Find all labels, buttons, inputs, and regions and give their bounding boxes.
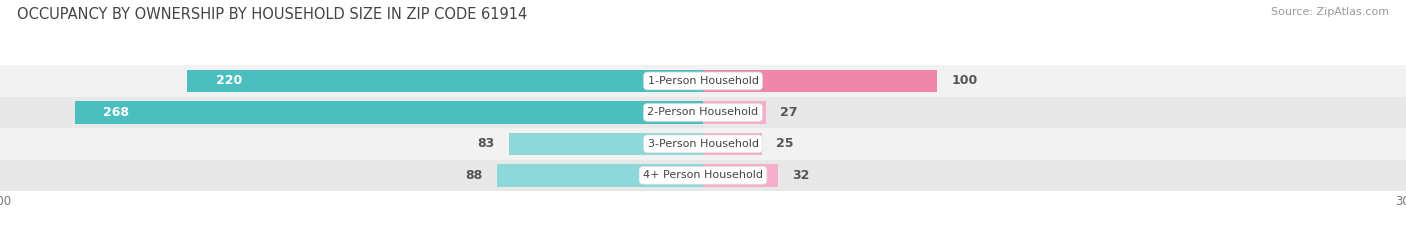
Text: 27: 27 [780,106,797,119]
Text: Source: ZipAtlas.com: Source: ZipAtlas.com [1271,7,1389,17]
Bar [509,133,703,155]
Text: 1-Person Household: 1-Person Household [648,76,758,86]
Text: 32: 32 [792,169,810,182]
Text: 100: 100 [952,75,977,87]
Text: OCCUPANCY BY OWNERSHIP BY HOUSEHOLD SIZE IN ZIP CODE 61914: OCCUPANCY BY OWNERSHIP BY HOUSEHOLD SIZE… [17,7,527,22]
Text: 4+ Person Household: 4+ Person Household [643,170,763,180]
Text: 83: 83 [477,137,495,150]
Bar [187,70,703,92]
Bar [496,164,703,187]
Bar [75,101,703,124]
Bar [703,101,766,124]
Bar [0,160,1406,191]
Text: 25: 25 [776,137,793,150]
Text: 88: 88 [465,169,482,182]
Text: 3-Person Household: 3-Person Household [648,139,758,149]
Bar [703,164,778,187]
Bar [703,133,762,155]
Bar [703,70,938,92]
Bar [0,97,1406,128]
Text: 220: 220 [215,75,242,87]
Text: 268: 268 [103,106,129,119]
Bar [0,65,1406,97]
Text: 2-Person Household: 2-Person Household [647,107,759,117]
Bar [0,128,1406,160]
